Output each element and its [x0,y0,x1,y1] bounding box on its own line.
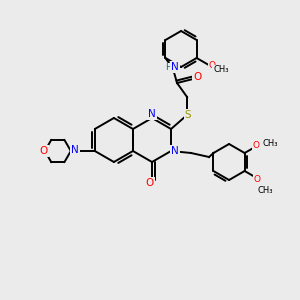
Text: O: O [40,146,48,156]
Text: N: N [171,62,179,72]
Text: N: N [148,109,156,119]
Text: O: O [208,61,215,70]
Text: H: H [165,64,171,73]
Text: O: O [146,178,154,188]
Text: O: O [193,72,201,82]
Text: CH₃: CH₃ [257,186,273,195]
Text: S: S [185,110,191,120]
Text: O: O [254,175,260,184]
Text: N: N [171,146,179,156]
Text: O: O [252,141,260,150]
Text: CH₃: CH₃ [262,139,278,148]
Text: N: N [71,145,79,155]
Text: CH₃: CH₃ [213,65,229,74]
